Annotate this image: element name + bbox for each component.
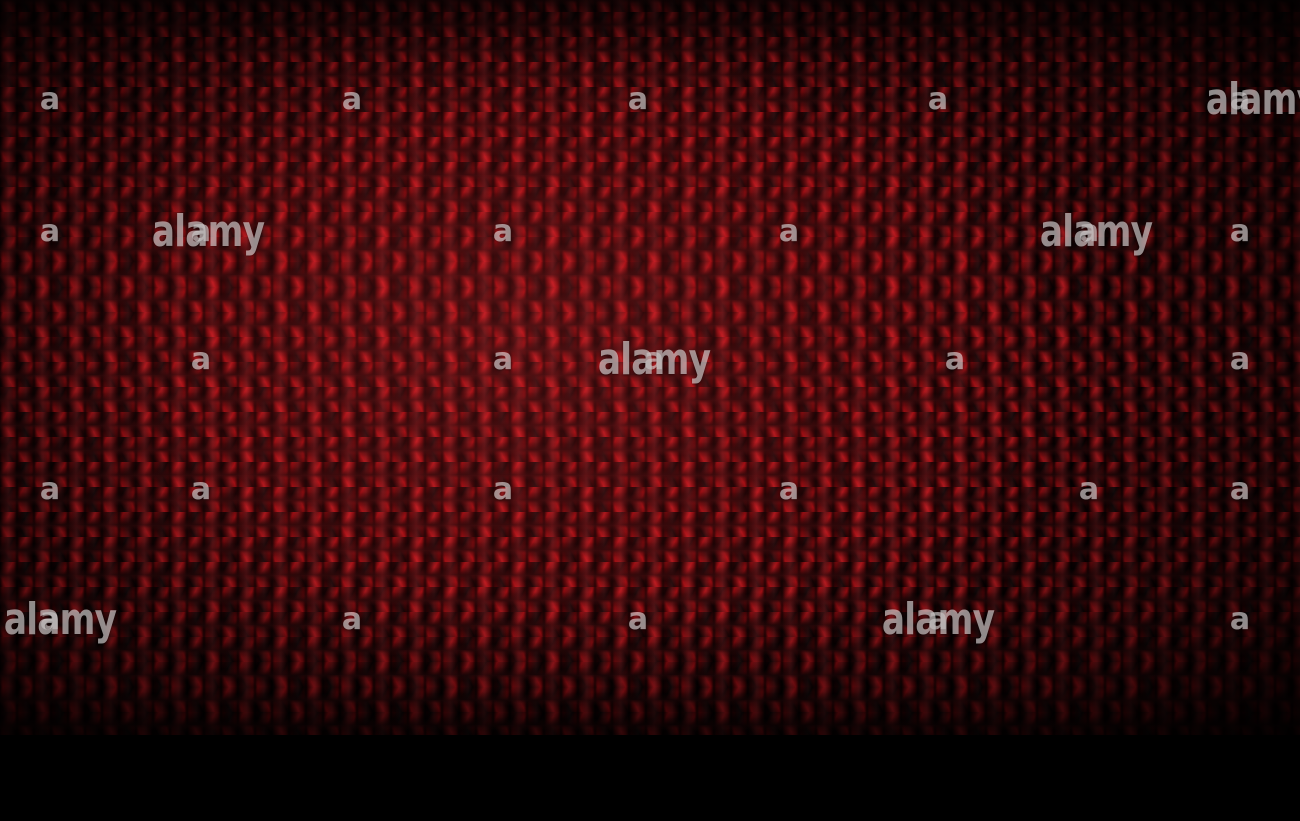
weave-vignette (0, 0, 1300, 735)
carbon-fiber-photo: a a a a a a a a a a a a a a a a a a a a a a a a a a a alamy alamy ala… (0, 0, 1300, 735)
footer-bar: alamy Image ID: 2G4W3X2 www.alamy.com (0, 735, 1300, 821)
